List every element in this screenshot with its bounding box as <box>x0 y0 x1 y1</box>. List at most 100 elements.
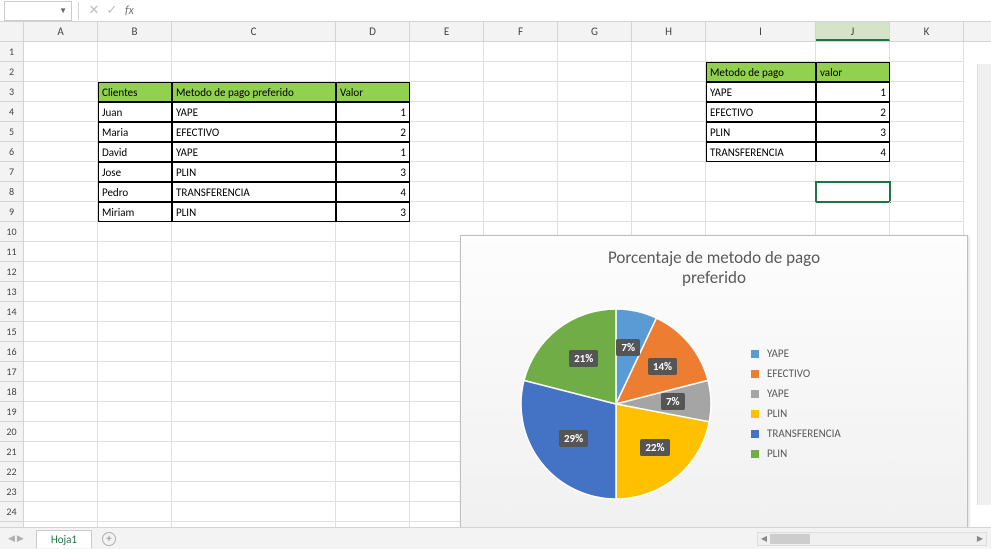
name-box-dropdown-icon[interactable]: ▼ <box>59 6 67 16</box>
cell-F2[interactable] <box>484 62 558 82</box>
row-header-11[interactable]: 11 <box>0 242 24 262</box>
cell-F6[interactable] <box>484 142 558 162</box>
cell-E8[interactable] <box>410 182 484 202</box>
cell-D21[interactable] <box>336 442 410 462</box>
cell-C18[interactable] <box>172 382 336 402</box>
cell-B19[interactable] <box>98 402 172 422</box>
cell-J9[interactable] <box>816 202 890 222</box>
cell-G2[interactable] <box>558 62 632 82</box>
cell-E2[interactable] <box>410 62 484 82</box>
cell-K8[interactable] <box>890 182 964 202</box>
scroll-left-icon[interactable]: ◀ <box>758 533 770 545</box>
cell-G8[interactable] <box>558 182 632 202</box>
row-header-8[interactable]: 8 <box>0 182 24 202</box>
col-header-B[interactable]: B <box>98 22 172 41</box>
cell-B13[interactable] <box>98 282 172 302</box>
cell-J5[interactable]: 3 <box>816 122 890 142</box>
cell-K9[interactable] <box>890 202 964 222</box>
fx-icon[interactable]: fx <box>125 4 134 18</box>
cell-I4[interactable]: EFECTIVO <box>706 102 816 122</box>
tab-nav-prev-icon[interactable]: ◀ <box>8 533 15 544</box>
cell-F9[interactable] <box>484 202 558 222</box>
cell-K1[interactable] <box>890 42 964 62</box>
cell-D1[interactable] <box>336 42 410 62</box>
cell-B23[interactable] <box>98 482 172 502</box>
cell-C8[interactable]: TRANSFERENCIA <box>172 182 336 202</box>
cell-C4[interactable]: YAPE <box>172 102 336 122</box>
cell-H7[interactable] <box>632 162 706 182</box>
cell-K7[interactable] <box>890 162 964 182</box>
tab-nav[interactable]: ◀ ▶ <box>8 533 24 544</box>
cell-A22[interactable] <box>24 462 98 482</box>
cell-H5[interactable] <box>632 122 706 142</box>
add-sheet-button[interactable]: + <box>102 532 116 546</box>
row-header-23[interactable]: 23 <box>0 482 24 502</box>
vertical-scrollbar[interactable] <box>977 64 991 505</box>
cell-D6[interactable]: 1 <box>336 142 410 162</box>
cell-B12[interactable] <box>98 262 172 282</box>
cell-F5[interactable] <box>484 122 558 142</box>
col-header-C[interactable]: C <box>172 22 336 41</box>
cell-D10[interactable] <box>336 222 410 242</box>
cell-E9[interactable] <box>410 202 484 222</box>
cell-E7[interactable] <box>410 162 484 182</box>
row-header-2[interactable]: 2 <box>0 62 24 82</box>
cell-C2[interactable] <box>172 62 336 82</box>
cell-I8[interactable] <box>706 182 816 202</box>
cell-H2[interactable] <box>632 62 706 82</box>
cell-H9[interactable] <box>632 202 706 222</box>
col-header-H[interactable]: H <box>632 22 706 41</box>
cell-F8[interactable] <box>484 182 558 202</box>
row-header-6[interactable]: 6 <box>0 142 24 162</box>
cell-A14[interactable] <box>24 302 98 322</box>
cell-D12[interactable] <box>336 262 410 282</box>
cell-C22[interactable] <box>172 462 336 482</box>
row-header-5[interactable]: 5 <box>0 122 24 142</box>
cell-A21[interactable] <box>24 442 98 462</box>
cell-D23[interactable] <box>336 482 410 502</box>
cell-C23[interactable] <box>172 482 336 502</box>
cell-B21[interactable] <box>98 442 172 462</box>
cell-B18[interactable] <box>98 382 172 402</box>
cell-J4[interactable]: 2 <box>816 102 890 122</box>
cell-I6[interactable]: TRANSFERENCIA <box>706 142 816 162</box>
cell-G1[interactable] <box>558 42 632 62</box>
cell-K4[interactable] <box>890 102 964 122</box>
cell-C3[interactable]: Metodo de pago preferido <box>172 82 336 102</box>
col-header-D[interactable]: D <box>336 22 410 41</box>
cell-B16[interactable] <box>98 342 172 362</box>
cell-G3[interactable] <box>558 82 632 102</box>
cell-A8[interactable] <box>24 182 98 202</box>
cell-D17[interactable] <box>336 362 410 382</box>
cell-A15[interactable] <box>24 322 98 342</box>
cell-E5[interactable] <box>410 122 484 142</box>
cell-C13[interactable] <box>172 282 336 302</box>
cell-B2[interactable] <box>98 62 172 82</box>
cell-A16[interactable] <box>24 342 98 362</box>
cell-J7[interactable] <box>816 162 890 182</box>
cell-C14[interactable] <box>172 302 336 322</box>
cell-C15[interactable] <box>172 322 336 342</box>
cell-K6[interactable] <box>890 142 964 162</box>
cell-J1[interactable] <box>816 42 890 62</box>
tab-nav-next-icon[interactable]: ▶ <box>17 533 24 544</box>
cell-C20[interactable] <box>172 422 336 442</box>
cell-D3[interactable]: Valor <box>336 82 410 102</box>
cell-D14[interactable] <box>336 302 410 322</box>
row-header-13[interactable]: 13 <box>0 282 24 302</box>
row-header-21[interactable]: 21 <box>0 442 24 462</box>
cell-I3[interactable]: YAPE <box>706 82 816 102</box>
cell-G5[interactable] <box>558 122 632 142</box>
cell-I1[interactable] <box>706 42 816 62</box>
name-box[interactable]: ▼ <box>4 1 72 21</box>
row-header-19[interactable]: 19 <box>0 402 24 422</box>
row-header-22[interactable]: 22 <box>0 462 24 482</box>
cell-D24[interactable] <box>336 502 410 522</box>
cell-B15[interactable] <box>98 322 172 342</box>
cell-B17[interactable] <box>98 362 172 382</box>
cell-A17[interactable] <box>24 362 98 382</box>
cell-C16[interactable] <box>172 342 336 362</box>
col-header-I[interactable]: I <box>706 22 816 41</box>
cell-B8[interactable]: Pedro <box>98 182 172 202</box>
cell-K2[interactable] <box>890 62 964 82</box>
